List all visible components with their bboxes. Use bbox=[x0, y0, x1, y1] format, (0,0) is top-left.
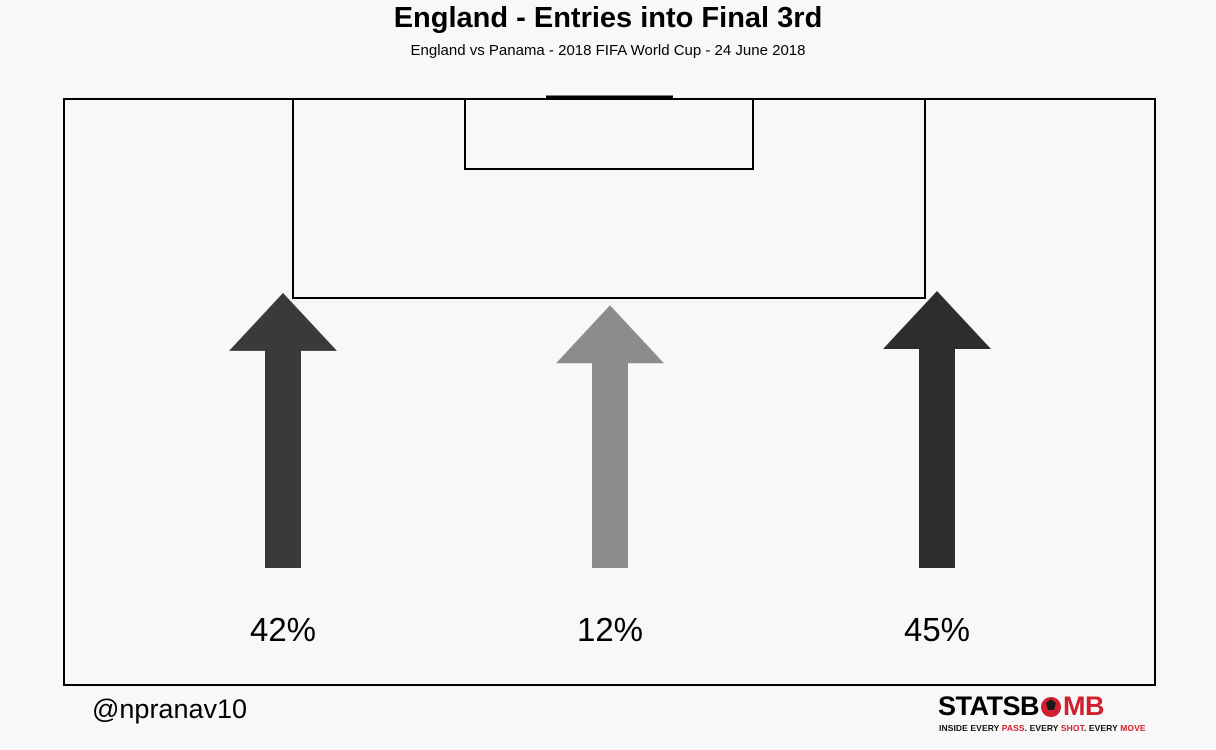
logo-tag-pass: PASS bbox=[1001, 723, 1025, 733]
logo-tag-move: MOVE bbox=[1120, 723, 1146, 733]
logo-wordmark: STATSB MB bbox=[938, 690, 1105, 722]
statsbomb-logo: STATSB MB INSIDE EVERY PASS. EVERY SHOT. … bbox=[938, 690, 1153, 736]
entry-arrow-left bbox=[229, 292, 337, 568]
chart-subtitle: England vs Panama - 2018 FIFA World Cup … bbox=[410, 42, 806, 59]
author-credit: @npranav10 bbox=[92, 694, 248, 724]
logo-tag-c: . EVERY bbox=[1083, 723, 1121, 733]
chart-title: England - Entries into Final 3rd bbox=[393, 2, 823, 34]
entry-arrows bbox=[229, 291, 991, 568]
entry-arrow-centre bbox=[556, 305, 664, 568]
logo-tag-shot: SHOT bbox=[1060, 723, 1084, 733]
entry-labels: 42% 12% 45% bbox=[250, 611, 970, 648]
entry-arrow-right bbox=[883, 291, 991, 568]
logo-word-part1: STATSB bbox=[938, 691, 1040, 721]
entry-label-centre: 12% bbox=[577, 611, 643, 648]
logo-word-part2: MB bbox=[1063, 691, 1105, 721]
six-yard-box bbox=[464, 98, 754, 170]
penalty-area bbox=[292, 98, 926, 299]
logo-ball-icon bbox=[1041, 697, 1061, 717]
pitch-lines bbox=[63, 95, 1156, 686]
logo-tagline: INSIDE EVERY PASS. EVERY SHOT. EVERY MOV… bbox=[939, 723, 1146, 733]
entry-label-left: 42% bbox=[250, 611, 316, 648]
logo-tag-a: INSIDE EVERY bbox=[939, 723, 1002, 733]
entry-label-right: 45% bbox=[904, 611, 970, 648]
logo-tag-b: . EVERY bbox=[1024, 723, 1061, 733]
